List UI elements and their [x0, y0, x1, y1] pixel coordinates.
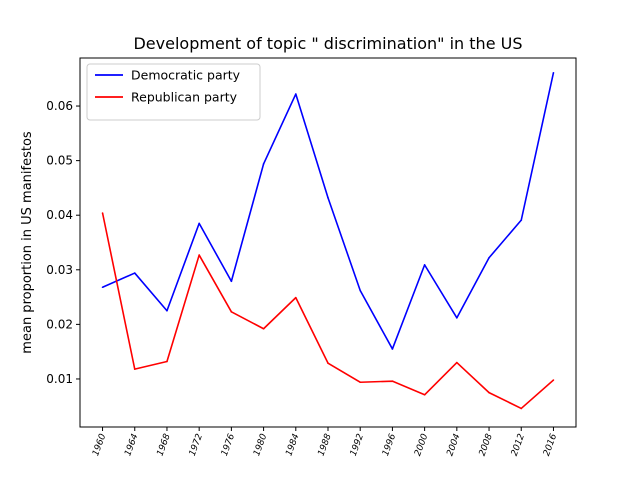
data-point-1-11	[456, 361, 458, 364]
data-point-1-6	[294, 296, 297, 299]
legend-box	[86, 63, 261, 121]
data-point-0-8	[359, 289, 362, 292]
y-tick-label: 0.01	[46, 372, 73, 386]
data-point-0-3	[198, 222, 200, 225]
data-point-1-2	[166, 360, 168, 363]
data-point-1-1	[133, 368, 136, 370]
data-point-0-11	[456, 317, 458, 319]
data-point-0-7	[327, 196, 329, 199]
data-point-0-9	[391, 348, 394, 350]
data-point-0-12	[488, 256, 490, 259]
plot-area	[101, 71, 555, 410]
data-point-1-12	[488, 391, 490, 394]
data-point-0-0	[101, 286, 104, 289]
y-tick-label: 0.02	[46, 317, 73, 331]
data-point-0-13	[520, 219, 523, 221]
data-point-1-10	[423, 393, 426, 396]
y-tick-label: 0.03	[46, 263, 73, 277]
chart-title: Development of topic " discrimination" i…	[133, 34, 522, 53]
y-tick-label: 0.06	[46, 99, 73, 113]
y-axis-label: mean proportion in US manifestos	[20, 131, 35, 354]
data-point-1-7	[327, 362, 329, 364]
data-point-1-4	[230, 311, 233, 313]
data-point-1-0	[101, 212, 104, 214]
data-point-0-4	[230, 280, 233, 283]
legend: Democratic party Republican party	[86, 63, 261, 121]
data-point-0-10	[423, 264, 426, 266]
legend-label-0: Democratic party	[131, 68, 241, 83]
y-axis: 0.01 0.02 0.03 0.04 0.05 0.06	[46, 99, 80, 386]
data-point-0-1	[133, 272, 136, 274]
data-point-1-14	[552, 379, 555, 381]
data-point-0-6	[294, 93, 297, 95]
data-point-1-5	[262, 327, 265, 330]
data-point-0-14	[552, 71, 555, 74]
data-point-1-13	[520, 407, 523, 410]
legend-label-1: Republican party	[131, 90, 238, 105]
data-point-1-3	[198, 254, 200, 256]
y-tick-label: 0.05	[46, 154, 73, 168]
data-point-0-2	[166, 309, 168, 312]
data-point-0-5	[262, 163, 265, 165]
data-point-1-9	[391, 380, 394, 382]
y-tick-label: 0.04	[46, 208, 73, 222]
data-point-1-8	[359, 381, 362, 384]
